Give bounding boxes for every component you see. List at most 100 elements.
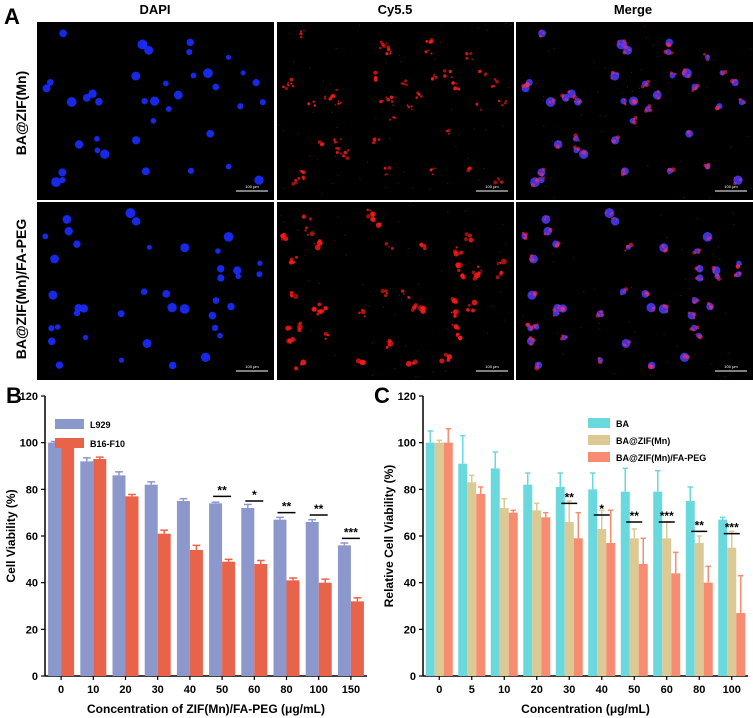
background-speckle — [316, 158, 319, 160]
cell-nucleus — [79, 304, 89, 313]
bar-B16-F10 — [222, 561, 236, 676]
background-speckle — [650, 80, 652, 82]
merge-signal — [598, 359, 603, 365]
y-tick-label: 40 — [404, 578, 416, 590]
merge-signal — [735, 264, 741, 269]
background-speckle — [643, 25, 646, 27]
micrograph-merge-row1: 100 μm — [516, 22, 753, 200]
merge-signal — [547, 215, 550, 218]
background-speckle — [502, 177, 504, 180]
cy55-signal — [339, 152, 343, 155]
merge-signal — [624, 287, 628, 292]
merge-signal — [700, 277, 703, 281]
background-speckle — [500, 374, 502, 376]
bar-BA@ZIF(Mn)/FA-PEG — [703, 582, 713, 676]
merge-signal — [687, 311, 691, 315]
cy55-signal — [446, 354, 452, 360]
background-speckle — [280, 214, 282, 216]
merge-nucleus — [573, 135, 579, 142]
cy55-signal — [312, 307, 317, 312]
merge-signal — [556, 140, 559, 142]
bar-L929 — [241, 508, 255, 676]
background-speckle — [542, 99, 544, 101]
background-speckle — [409, 201, 411, 204]
cell-nucleus — [225, 54, 232, 60]
micrograph-background — [277, 202, 514, 380]
bar-B16-F10 — [125, 496, 139, 676]
x-tick-label: 60 — [248, 684, 260, 696]
background-speckle — [650, 374, 652, 376]
background-speckle — [353, 364, 355, 366]
cy55-signal — [480, 269, 483, 272]
row-label-ba-zif-mn-fa-peg: BA@ZIF(Mn)/FA-PEG — [13, 219, 29, 360]
cy55-signal — [290, 327, 293, 329]
background-speckle — [380, 291, 383, 293]
cell-nucleus — [146, 244, 152, 250]
cell-nucleus — [233, 266, 242, 275]
cy55-signal — [471, 58, 474, 61]
cell-nucleus — [187, 167, 195, 174]
cy55-signal — [457, 335, 463, 341]
background-speckle — [631, 286, 633, 288]
merge-signal — [579, 100, 583, 103]
background-speckle — [511, 97, 513, 99]
cy55-signal — [290, 82, 293, 85]
legend-label: BA — [616, 419, 629, 429]
cy55-signal — [503, 101, 507, 105]
x-tick-label: 60 — [661, 684, 673, 696]
merge-signal — [611, 217, 614, 220]
bar-L929 — [305, 522, 319, 676]
cy55-signal — [301, 214, 307, 220]
cy55-signal — [309, 219, 312, 222]
cy55-signal — [411, 108, 413, 111]
merge-signal — [574, 100, 576, 103]
cy55-signal — [501, 103, 504, 107]
merge-signal — [706, 237, 710, 241]
cy55-signal — [451, 323, 454, 326]
cy55-signal — [427, 49, 430, 52]
cy55-signal — [379, 46, 382, 50]
merge-signal — [669, 51, 674, 55]
cy55-signal — [465, 51, 469, 56]
cy55-signal — [317, 302, 322, 307]
merge-signal — [541, 167, 546, 171]
cy55-signal — [366, 214, 371, 219]
background-speckle — [450, 330, 452, 332]
y-tick-label: 0 — [32, 671, 38, 683]
background-speckle — [709, 197, 711, 199]
background-speckle — [331, 112, 333, 114]
merge-signal — [734, 78, 738, 82]
merge-signal — [669, 71, 674, 75]
micrograph-merge-row2: 100 μm — [516, 202, 753, 380]
cy55-signal — [499, 261, 502, 265]
background-speckle — [724, 375, 726, 378]
merge-signal — [695, 333, 698, 336]
merge-signal — [521, 83, 526, 89]
merge-signal — [555, 243, 559, 248]
y-tick-label: 100 — [398, 438, 416, 450]
x-tick-label: 0 — [58, 684, 64, 696]
background-speckle — [508, 86, 510, 88]
cy55-signal — [492, 85, 496, 88]
cy55-signal — [476, 103, 479, 106]
x-tick-label: 20 — [531, 684, 543, 696]
background-speckle — [362, 284, 364, 286]
merge-nucleus — [702, 231, 713, 242]
background-speckle — [398, 294, 401, 297]
background-speckle — [293, 60, 295, 63]
cy55-signal — [464, 237, 469, 242]
cy55-signal — [297, 327, 302, 333]
merge-nucleus — [704, 54, 711, 60]
merge-signal — [682, 354, 688, 359]
background-speckle — [552, 261, 554, 263]
background-speckle — [304, 254, 306, 256]
cell-nucleus — [59, 176, 66, 184]
merge-signal — [525, 322, 530, 327]
cy55-signal — [457, 87, 461, 91]
background-speckle — [721, 70, 723, 72]
legend-label: B16-F10 — [90, 439, 125, 449]
cy55-signal — [471, 308, 475, 313]
background-speckle — [329, 97, 332, 99]
cy55-signal — [334, 103, 337, 106]
